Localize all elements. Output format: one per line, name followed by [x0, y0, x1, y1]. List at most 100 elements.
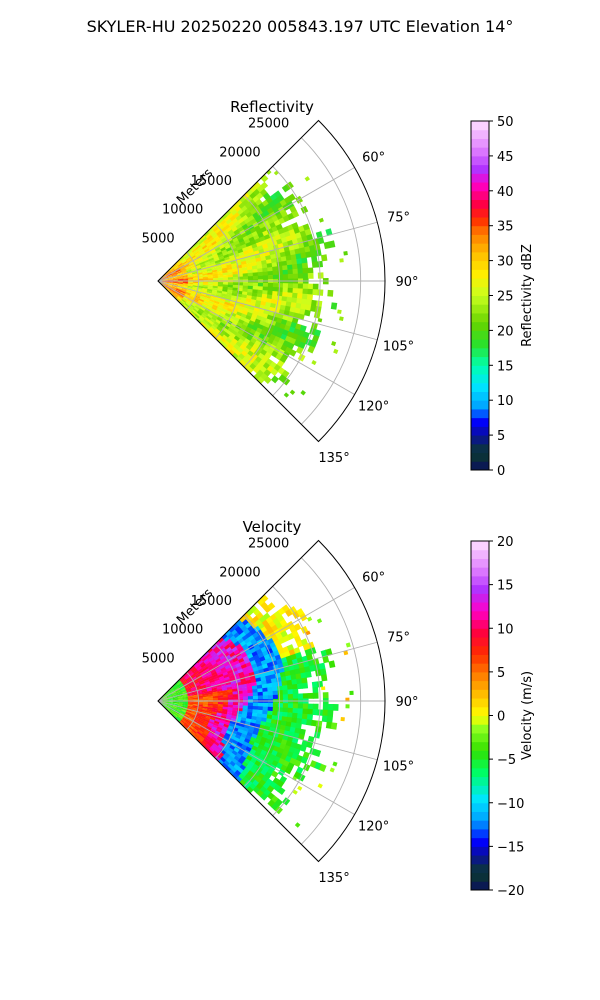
radar-cell — [272, 291, 279, 297]
radar-cell — [180, 687, 186, 691]
radar-cell — [238, 657, 245, 664]
radar-cell — [212, 750, 219, 757]
radar-cell — [191, 729, 198, 735]
radar-cell — [167, 281, 174, 283]
radar-cell — [261, 717, 268, 723]
radar-cell — [287, 707, 294, 714]
radar-cell — [180, 257, 186, 263]
radar-cell — [304, 246, 311, 253]
radar-cell — [262, 691, 269, 696]
radar-cell — [298, 662, 305, 669]
radar-cell — [290, 254, 297, 261]
radar-cell — [197, 703, 204, 706]
radar-cell — [266, 241, 274, 248]
radar-cell — [181, 271, 188, 274]
radar-cell — [212, 691, 219, 695]
radar-cell — [225, 246, 233, 252]
radar-cell — [209, 259, 216, 264]
radar-cell — [190, 686, 197, 690]
radar-cell — [203, 300, 210, 305]
radar-cell — [234, 314, 242, 320]
radar-cell — [214, 228, 221, 234]
radar-cell — [172, 281, 179, 283]
radar-cell — [262, 695, 269, 700]
colorbar-segment — [471, 549, 489, 559]
radar-cell — [184, 303, 190, 308]
radar-cell — [167, 701, 174, 703]
radar-cell — [197, 698, 204, 701]
radar-cell — [202, 278, 209, 281]
radar-cell — [255, 257, 262, 263]
radar-cell — [209, 238, 216, 244]
radar-cell — [184, 293, 191, 298]
radar-cell — [247, 233, 254, 239]
radar-cell — [181, 679, 188, 684]
radar-cell — [277, 694, 284, 700]
radar-cell — [280, 256, 288, 262]
radar-cell — [193, 241, 199, 247]
radar-cell — [177, 699, 184, 701]
radar-cell — [169, 290, 175, 295]
radar-cell — [221, 267, 228, 271]
radar-cell — [281, 716, 288, 722]
radar-cell — [207, 255, 214, 260]
radar-cell — [284, 766, 293, 775]
radar-cell — [214, 310, 221, 316]
radar-cell — [217, 273, 224, 276]
radar-cell — [241, 652, 248, 659]
radar-cell — [167, 284, 173, 287]
radar-cell — [289, 349, 297, 357]
radar-cell — [182, 704, 189, 707]
radar-cell — [291, 263, 299, 270]
radar-cell — [269, 722, 277, 729]
radar-cell — [300, 638, 309, 646]
radar-cell — [314, 726, 322, 734]
radar-cell — [204, 717, 211, 722]
radar-cell — [192, 669, 199, 675]
radar-cell — [204, 737, 211, 743]
radar-cell — [279, 304, 287, 311]
radar-cell — [313, 243, 321, 251]
radar-cell — [171, 286, 178, 290]
radar-cell — [210, 295, 217, 299]
radar-cell — [210, 231, 217, 238]
radar-cell — [200, 654, 207, 661]
radar-cell — [293, 647, 301, 655]
radar-cell — [217, 284, 224, 287]
radar-cell — [210, 681, 216, 686]
radar-cell — [217, 704, 224, 707]
radar-cell — [167, 282, 174, 285]
radar-cell — [172, 283, 179, 285]
radar-cell — [207, 272, 214, 276]
radar-cell — [172, 683, 178, 688]
radar-cell — [182, 260, 188, 265]
radar-cell — [187, 699, 194, 701]
radar-cell — [219, 741, 226, 748]
radar-cell — [192, 693, 199, 696]
radar-cell — [209, 649, 216, 656]
radar-cell — [211, 644, 218, 650]
radar-cell — [246, 682, 253, 688]
radar-cell — [239, 660, 247, 667]
radar-cell — [177, 715, 184, 720]
radar-cell — [232, 691, 239, 695]
radar-cell — [179, 266, 186, 270]
radar-cell — [167, 274, 173, 278]
radar-cell — [295, 346, 304, 355]
radar-cell — [204, 681, 211, 685]
radar-cell — [206, 710, 213, 714]
radar-cell — [172, 273, 178, 277]
colorbar-segment — [471, 374, 489, 384]
radar-cell — [236, 234, 244, 241]
radar-cell — [189, 682, 195, 687]
radar-cell — [247, 689, 254, 694]
radar-cell — [302, 283, 309, 290]
radar-cell — [212, 226, 219, 232]
radar-cell — [281, 680, 288, 687]
radar-cell — [202, 703, 209, 706]
radar-cell — [267, 702, 274, 708]
radar-cell — [182, 704, 189, 706]
radar-cell — [208, 257, 215, 262]
radar-cell — [176, 260, 182, 266]
radar-cell — [207, 234, 213, 241]
